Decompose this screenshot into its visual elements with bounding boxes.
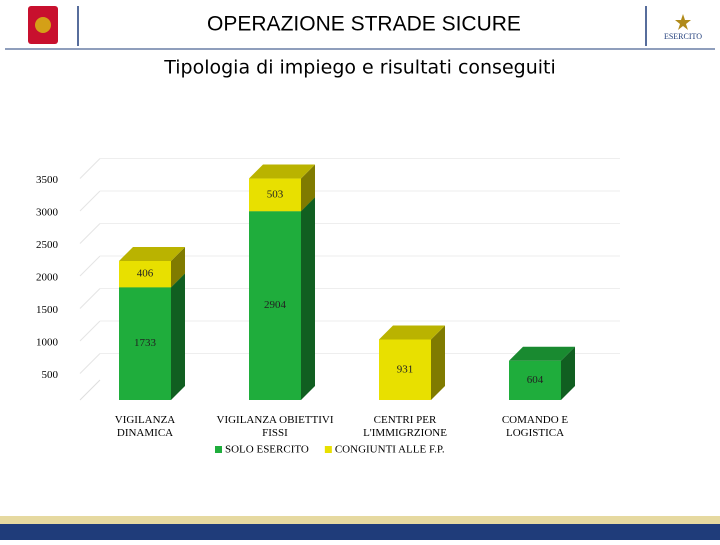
logo-text: ESERCITO xyxy=(664,32,702,41)
footer-band xyxy=(0,524,720,540)
chart-title: Tipologia di impiego e risultati consegu… xyxy=(163,57,556,79)
y-tick-label: 3000 xyxy=(36,207,59,219)
grid-line xyxy=(79,223,101,244)
bar-segment xyxy=(249,211,301,400)
bar-side xyxy=(431,325,445,400)
bar-segment xyxy=(379,339,431,400)
bar-top xyxy=(119,246,185,261)
footer-stripe xyxy=(0,516,720,524)
data-label: 406 xyxy=(137,268,154,280)
bar-top xyxy=(379,325,445,340)
x-tick-line: FISSI xyxy=(262,427,288,439)
legend-label: CONGIUNTI ALLE F.P. xyxy=(335,444,445,456)
legend-swatch xyxy=(324,446,332,453)
data-label: 1733 xyxy=(134,337,157,349)
bar-segment xyxy=(119,260,171,288)
bar-segment xyxy=(509,360,561,400)
bar-segment xyxy=(119,287,171,400)
data-label: 931 xyxy=(397,363,414,375)
bar-top xyxy=(509,346,575,361)
bar-side xyxy=(561,346,575,400)
bar-side xyxy=(301,197,315,400)
data-label: 503 xyxy=(267,188,284,200)
x-tick-line: CENTRI PER xyxy=(374,414,437,426)
x-tick-label: VIGILANZA DINAMICA xyxy=(115,414,176,439)
y-tick-label: 1500 xyxy=(36,304,59,316)
y-tick-label: 2000 xyxy=(36,272,59,284)
x-tick-line: DINAMICA xyxy=(117,427,173,439)
legend-label: SOLO ESERCITO xyxy=(225,444,309,456)
grid-line xyxy=(79,320,101,342)
x-tick-label: VIGILANZA OBIETTIVI FISSI xyxy=(217,414,334,439)
bar-side xyxy=(171,246,185,288)
data-label: 604 xyxy=(527,374,544,386)
bar-side xyxy=(301,164,315,212)
grid-line xyxy=(79,158,101,179)
y-tick-label: 1000 xyxy=(36,337,59,349)
x-tick-line: LOGISTICA xyxy=(506,427,564,439)
grid-line xyxy=(79,353,101,374)
axis-wall xyxy=(79,379,101,401)
logo-left xyxy=(28,6,58,44)
x-tick-line: L'IMMIGRZIONE xyxy=(363,427,447,439)
grid-line xyxy=(79,255,101,277)
star-icon xyxy=(675,14,691,30)
x-tick-line: VIGILANZA OBIETTIVI xyxy=(217,414,334,426)
y-tick-label: 500 xyxy=(42,369,59,381)
y-tick-label: 3500 xyxy=(36,174,59,186)
data-label: 2904 xyxy=(264,299,287,311)
grid-line xyxy=(79,288,101,309)
bar-top xyxy=(249,164,315,179)
x-tick-line: VIGILANZA xyxy=(115,414,176,426)
legend-swatch xyxy=(215,446,222,453)
grid-line xyxy=(79,190,101,212)
header-title: OPERAZIONE STRADE SICURE xyxy=(207,13,521,36)
x-tick-label: CENTRI PER L'IMMIGRZIONE xyxy=(363,414,447,439)
bar-segment xyxy=(249,178,301,212)
y-tick-label: 2500 xyxy=(36,239,59,251)
bar-side xyxy=(171,273,185,400)
x-tick-line: COMANDO E xyxy=(502,414,569,426)
x-tick-label: COMANDO E LOGISTICA xyxy=(502,414,569,439)
